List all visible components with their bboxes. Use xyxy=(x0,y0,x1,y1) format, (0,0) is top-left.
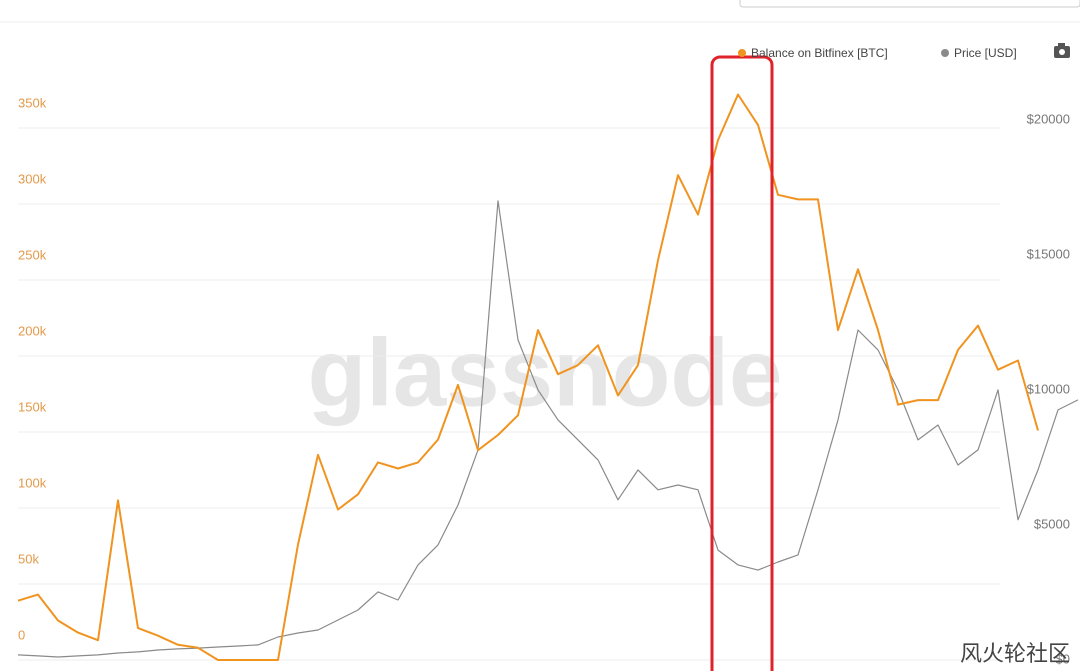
y2-tick-label: $10000 xyxy=(1027,381,1070,396)
legend-label: Balance on Bitfinex [BTC] xyxy=(751,46,888,60)
watermark: glassnode xyxy=(308,319,783,426)
y2-tick-label: $0 xyxy=(1056,651,1070,666)
y2-tick-label: $15000 xyxy=(1027,246,1070,261)
y-tick-label: 150k xyxy=(18,399,47,414)
series-line xyxy=(17,93,1039,661)
search-box[interactable] xyxy=(739,0,1080,8)
y-tick-label: 350k xyxy=(18,95,47,110)
y2-tick-label: $20000 xyxy=(1027,111,1070,126)
y-tick-label: 250k xyxy=(18,247,47,262)
y2-tick-label: $5000 xyxy=(1034,516,1070,531)
y-tick-label: 0 xyxy=(18,627,25,642)
legend-marker xyxy=(941,49,949,57)
y-tick-label: 300k xyxy=(18,171,47,186)
y-tick-label: 100k xyxy=(18,475,47,490)
legend-label: Price [USD] xyxy=(954,46,1017,60)
credit: 风火轮社区 xyxy=(960,641,1070,666)
legend: Balance on Bitfinex [BTC] Price [USD] xyxy=(738,46,1017,60)
legend-marker xyxy=(738,49,746,57)
plot-area: 0 50k 100k 150k 200k 250k 300k 350k $0 $5000 $1000… xyxy=(17,93,1079,666)
y-tick-label: 200k xyxy=(18,323,47,338)
camera-icon[interactable] xyxy=(1054,43,1070,58)
y-tick-label: 50k xyxy=(18,551,39,566)
